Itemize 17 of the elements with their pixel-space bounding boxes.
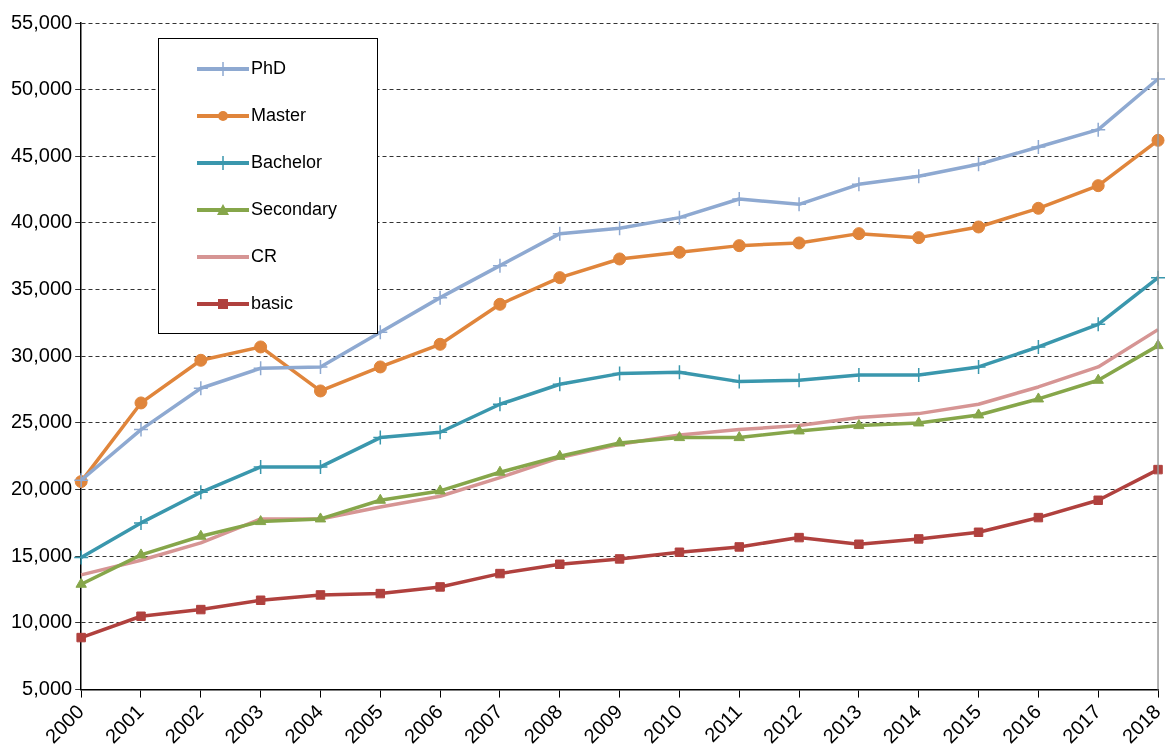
y-tick-label: 5,000: [22, 677, 73, 700]
y-tick-label: 10,000: [11, 610, 73, 633]
legend-label: CR: [251, 246, 277, 267]
legend-label: Bachelor: [251, 152, 323, 173]
y-tick-label: 35,000: [11, 277, 73, 300]
y-tick-label: 20,000: [11, 477, 73, 500]
y-tick-label: 55,000: [11, 10, 73, 33]
y-tick-label: 25,000: [11, 410, 73, 433]
legend-label: Secondary: [251, 199, 338, 220]
legend-label: Master: [251, 105, 307, 126]
y-tick-label: 45,000: [11, 143, 73, 166]
y-tick-label: 40,000: [11, 210, 73, 233]
y-tick-label: 50,000: [11, 77, 73, 100]
legend-label: basic: [251, 293, 294, 314]
y-tick-label: 30,000: [11, 343, 73, 366]
y-tick-label: 15,000: [11, 543, 73, 566]
legend-label: PhD: [251, 58, 287, 79]
